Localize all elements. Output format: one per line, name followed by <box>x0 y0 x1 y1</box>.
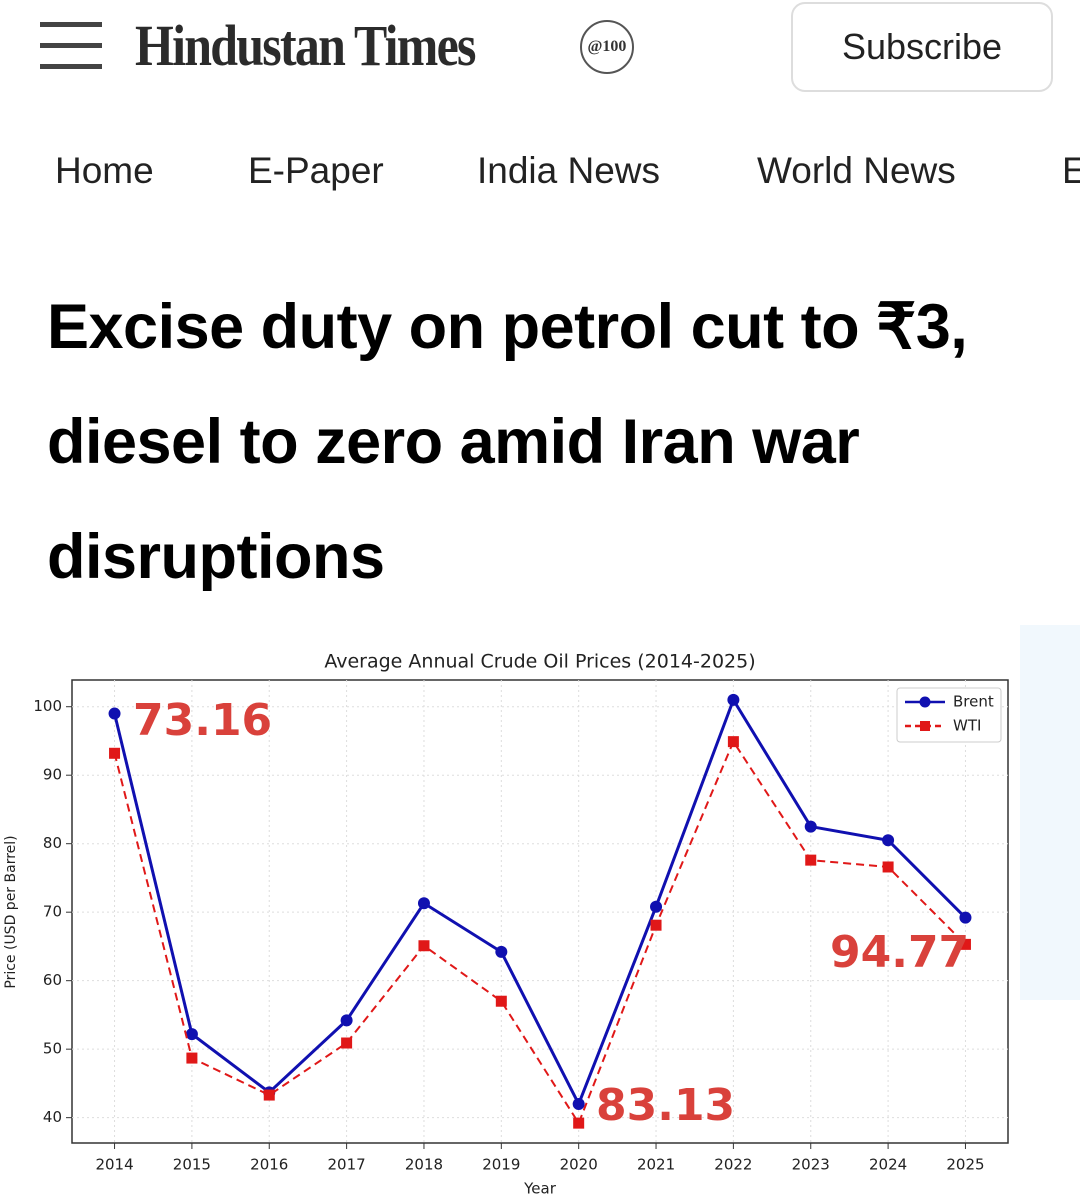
x-tick-label: 2014 <box>95 1156 133 1174</box>
marker <box>495 945 508 958</box>
x-axis-label: Year <box>523 1180 557 1198</box>
nav-item[interactable]: E <box>1062 150 1080 191</box>
x-tick-label: 2021 <box>637 1156 675 1174</box>
x-tick-label: 2015 <box>173 1156 211 1174</box>
marker <box>573 1117 585 1129</box>
marker <box>959 911 972 924</box>
plot-frame <box>71 679 1009 1144</box>
x-tick-label: 2025 <box>946 1156 984 1174</box>
marker <box>341 1037 353 1049</box>
nav-item[interactable]: India News <box>477 150 661 191</box>
marker <box>727 736 739 748</box>
annotation: 83.13 <box>596 1080 735 1131</box>
marker <box>108 707 121 720</box>
logo[interactable]: Hindustan Times <box>135 13 476 78</box>
legend-marker <box>920 721 930 731</box>
line <box>113 696 967 1108</box>
y-axis-label: Price (USD per Barrel) <box>3 835 19 988</box>
marker <box>340 1014 353 1027</box>
y-tick-label: 40 <box>43 1108 62 1126</box>
x-tick-label: 2019 <box>482 1156 520 1174</box>
marker <box>495 995 507 1007</box>
headline: Excise duty on petrol cut to ₹3, diesel … <box>47 292 968 592</box>
legend-label: WTI <box>953 717 981 735</box>
x-tick-label: 2017 <box>328 1156 366 1174</box>
legend-marker <box>919 696 931 708</box>
nav-item[interactable]: Home <box>55 150 154 191</box>
marker <box>805 854 817 866</box>
marker <box>572 1097 585 1110</box>
side-panel <box>1020 625 1080 1000</box>
marker <box>185 1028 198 1041</box>
annotation: 94.77 <box>830 927 969 978</box>
y-tick-label: 50 <box>43 1040 62 1058</box>
marker <box>263 1089 275 1101</box>
marker <box>882 834 895 847</box>
marker <box>882 861 894 873</box>
badge: @100 <box>580 20 634 74</box>
x-tick-label: 2018 <box>405 1156 443 1174</box>
menu-icon[interactable] <box>40 22 102 70</box>
line <box>113 739 967 1126</box>
nav-item[interactable]: World News <box>757 150 956 191</box>
marker <box>959 938 971 950</box>
annotation: 73.16 <box>133 695 272 746</box>
marker <box>650 919 662 931</box>
y-tick-label: 80 <box>43 834 62 852</box>
y-tick-label: 90 <box>43 766 62 784</box>
marker <box>727 693 740 706</box>
marker <box>109 747 121 759</box>
x-tick-label: 2023 <box>792 1156 830 1174</box>
legend-label: Brent <box>953 693 994 711</box>
x-tick-label: 2022 <box>714 1156 752 1174</box>
marker <box>804 820 817 833</box>
marker <box>650 900 663 913</box>
y-tick-label: 100 <box>33 697 62 715</box>
x-tick-label: 2020 <box>560 1156 598 1174</box>
y-tick-label: 60 <box>43 971 62 989</box>
subscribe-button[interactable]: Subscribe <box>791 2 1053 92</box>
marker <box>417 897 430 910</box>
marker <box>418 940 430 952</box>
x-tick-label: 2016 <box>250 1156 288 1174</box>
x-tick-label: 2024 <box>869 1156 907 1174</box>
chart-title: Average Annual Crude Oil Prices (2014-20… <box>324 651 755 673</box>
marker <box>186 1052 198 1064</box>
y-tick-label: 70 <box>43 903 62 921</box>
nav-item[interactable]: E-Paper <box>248 150 384 191</box>
